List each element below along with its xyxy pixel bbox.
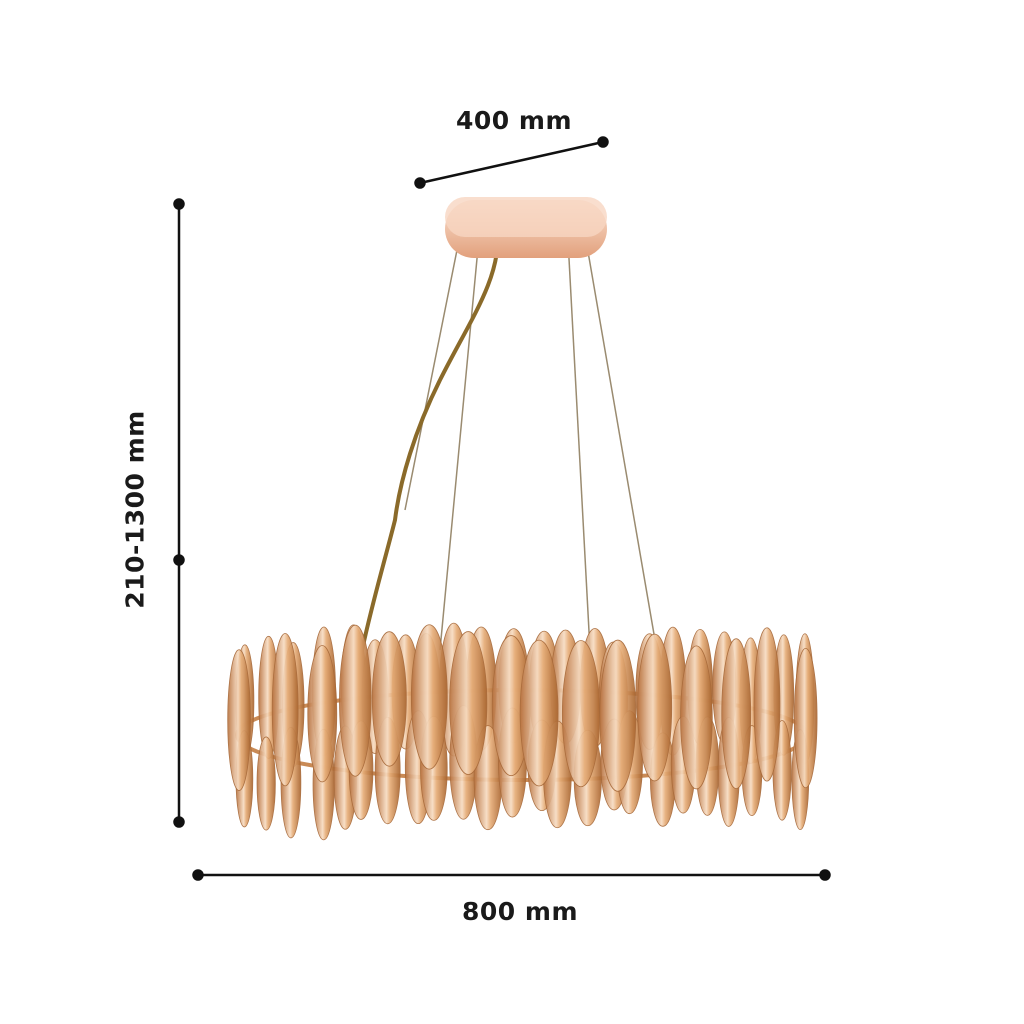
crystal-pendant: [271, 633, 299, 787]
ceiling-canopy: [445, 197, 607, 258]
bottom-width-dimension-line: [192, 869, 831, 881]
crystal-pendant: [519, 639, 559, 787]
crystal-pendant: [561, 640, 601, 788]
top-width-label: 400 mm: [456, 106, 572, 135]
height-dimension-line: [173, 198, 185, 828]
crystal-pendant: [793, 647, 818, 789]
crystal-pendant: [753, 627, 781, 782]
crystal-pendant: [599, 639, 637, 792]
crystal-pendant: [307, 645, 338, 783]
chandelier-body: [227, 622, 818, 841]
crystal-pendant: [371, 631, 407, 767]
power-cord: [358, 231, 501, 661]
bottom-width-label: 800 mm: [462, 897, 578, 926]
crystal-pendant: [256, 736, 276, 831]
crystal-pendant: [410, 624, 448, 770]
crystal-pendant: [227, 649, 251, 791]
height-range-label: 210-1300 mm: [120, 410, 150, 609]
crystal-pendant: [449, 631, 488, 775]
crystal-pendant: [637, 633, 673, 782]
crystal-pendant: [721, 638, 752, 789]
crystal-pendant: [680, 645, 713, 790]
top-width-dimension-line: [414, 136, 609, 189]
suspension-wires: [404, 239, 656, 651]
crystal-pendant: [339, 624, 372, 777]
